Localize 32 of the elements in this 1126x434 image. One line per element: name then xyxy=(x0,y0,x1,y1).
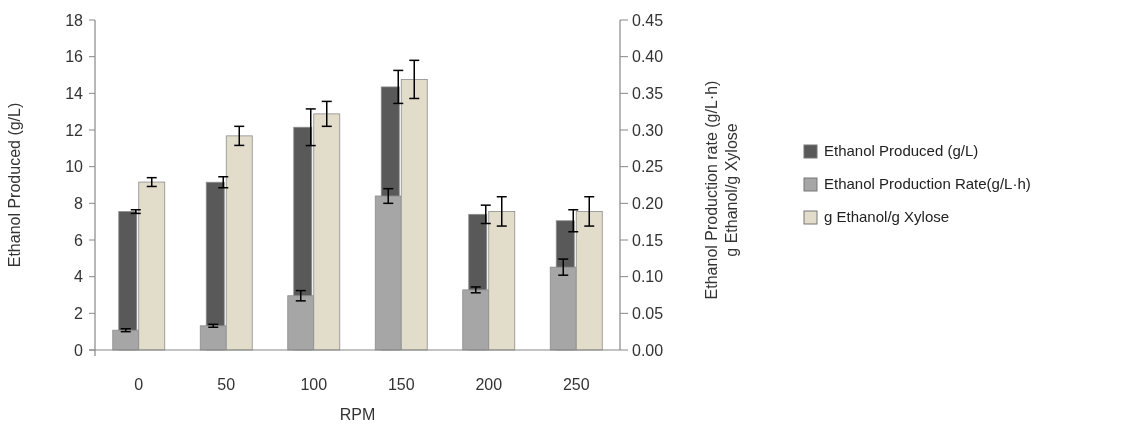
y-tick-label: 2 xyxy=(74,304,84,322)
y2-tick-label: 0.35 xyxy=(632,84,664,102)
x-tick-label: 50 xyxy=(217,376,236,393)
y-tick-label: 6 xyxy=(74,231,84,249)
y2-tick-label: 0.40 xyxy=(632,48,664,66)
y-tick-label: 14 xyxy=(65,84,84,102)
x-axis-title: RPM xyxy=(339,406,376,423)
y2-tick-label: 0.10 xyxy=(632,268,664,286)
y2-tick-label: 0.45 xyxy=(632,11,664,29)
x-tick-label: 0 xyxy=(134,376,144,393)
legend-label: g Ethanol/g Xylose xyxy=(824,208,950,226)
y2-axis-title: Ethanol Production rate (g/L·h) g Ethanol/g Xylose xyxy=(703,80,740,300)
y2-tick-label: 0.00 xyxy=(632,341,664,359)
legend-label: Ethanol Produced (g/L) xyxy=(824,142,979,160)
y2-tick-label: 0.20 xyxy=(632,194,664,212)
y-tick-label: 18 xyxy=(65,11,84,29)
y2-tick-label: 0.25 xyxy=(632,158,664,176)
y-tick-label: 4 xyxy=(74,268,84,286)
y-tick-label: 10 xyxy=(65,158,84,176)
y-tick-label: 16 xyxy=(65,48,84,66)
x-tick-label: 100 xyxy=(300,376,328,393)
legend-label: Ethanol Production Rate(g/L·h) xyxy=(824,175,1031,193)
x-tick-label: 200 xyxy=(475,376,503,393)
x-tick-label: 250 xyxy=(562,376,590,393)
y-tick-label: 12 xyxy=(65,121,84,139)
y2-tick-label: 0.30 xyxy=(632,121,664,139)
y-axis-title: Ethanol Produced (g/L) xyxy=(6,102,23,268)
y-tick-label: 0 xyxy=(74,341,84,359)
y2-tick-label: 0.15 xyxy=(632,231,664,249)
y-tick-label: 8 xyxy=(74,194,84,212)
y2-tick-label: 0.05 xyxy=(632,304,664,322)
x-tick-label: 150 xyxy=(387,376,415,393)
